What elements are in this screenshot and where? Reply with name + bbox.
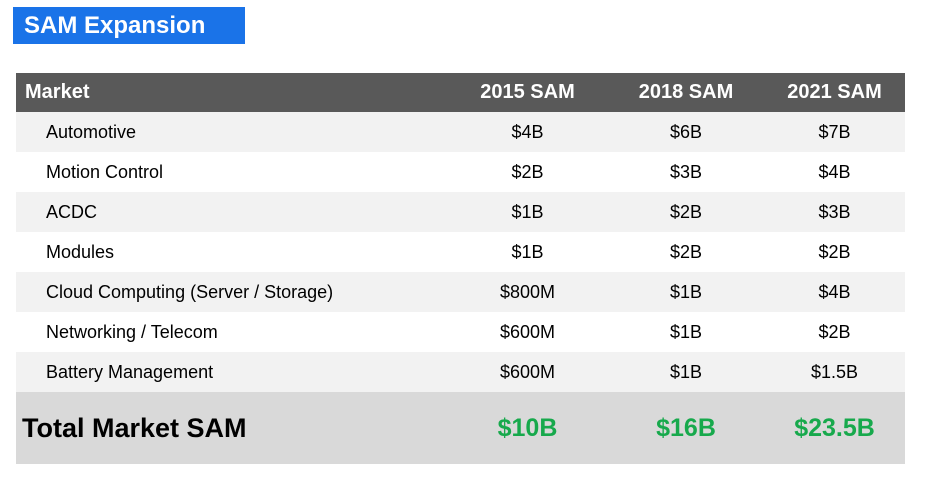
- sam-2015-cell: $600M: [499, 361, 556, 382]
- column-header-market: Market: [25, 81, 90, 103]
- market-cell: Networking / Telecom: [46, 321, 218, 342]
- column-header-2018-sam: 2018 SAM: [638, 81, 734, 103]
- sam-2015-cell: $1B: [511, 241, 544, 262]
- table-row: Modules $1B $2B $2B: [16, 232, 905, 272]
- page-title: SAM Expansion: [13, 7, 245, 44]
- market-cell: Automotive: [46, 121, 137, 142]
- market-cell: Battery Management: [46, 361, 214, 382]
- sam-2018-cell: $2B: [669, 241, 703, 262]
- table-body: Automotive $4B $6B $7B Motion Control $2…: [16, 112, 905, 392]
- sam-2015-cell: $600M: [499, 321, 556, 342]
- column-header-2015-sam: 2015 SAM: [480, 81, 575, 103]
- total-2015-sam: $10B: [497, 413, 558, 442]
- sam-2021-cell: $3B: [818, 201, 851, 222]
- table-header-row: Market 2015 SAM 2018 SAM 2021 SAM: [16, 73, 905, 112]
- total-2018-sam: $16B: [656, 413, 716, 442]
- sam-2018-cell: $1B: [669, 281, 703, 302]
- sam-2018-cell: $1B: [669, 361, 703, 382]
- sam-2015-cell: $2B: [511, 161, 544, 182]
- total-2021-sam: $23.5B: [794, 413, 875, 442]
- sam-2018-cell: $2B: [669, 201, 703, 222]
- table-row: Battery Management $600M $1B $1.5B: [16, 352, 905, 392]
- sam-2021-cell: $7B: [818, 121, 851, 142]
- sam-2015-cell: $800M: [499, 281, 556, 302]
- table-total-row: Total Market SAM $10B $16B $23.5B: [16, 392, 905, 464]
- table-row: Cloud Computing (Server / Storage) $800M…: [16, 272, 905, 312]
- column-header-2021-sam: 2021 SAM: [787, 81, 882, 103]
- total-label: Total Market SAM: [22, 412, 247, 443]
- table-row: Networking / Telecom $600M $1B $2B: [16, 312, 905, 352]
- sam-expansion-table: Market 2015 SAM 2018 SAM 2021 SAM Automo…: [16, 73, 905, 464]
- table-row: Automotive $4B $6B $7B: [16, 112, 905, 152]
- page-title-label: SAM Expansion: [24, 12, 206, 39]
- table-row: Motion Control $2B $3B $4B: [16, 152, 905, 192]
- market-cell: Modules: [46, 241, 115, 262]
- sam-2015-cell: $4B: [511, 121, 544, 142]
- sam-2021-cell: $4B: [818, 281, 851, 302]
- sam-2018-cell: $6B: [669, 121, 703, 142]
- sam-2021-cell: $2B: [818, 241, 851, 262]
- sam-2021-cell: $1.5B: [810, 361, 859, 382]
- sam-2018-cell: $3B: [669, 161, 703, 182]
- market-cell: ACDC: [46, 201, 98, 222]
- sam-2021-cell: $2B: [818, 321, 851, 342]
- market-cell: Cloud Computing (Server / Storage): [46, 281, 334, 302]
- sam-2015-cell: $1B: [511, 201, 544, 222]
- sam-2018-cell: $1B: [669, 321, 703, 342]
- table-row: ACDC $1B $2B $3B: [16, 192, 905, 232]
- sam-2021-cell: $4B: [818, 161, 851, 182]
- market-cell: Motion Control: [46, 161, 164, 182]
